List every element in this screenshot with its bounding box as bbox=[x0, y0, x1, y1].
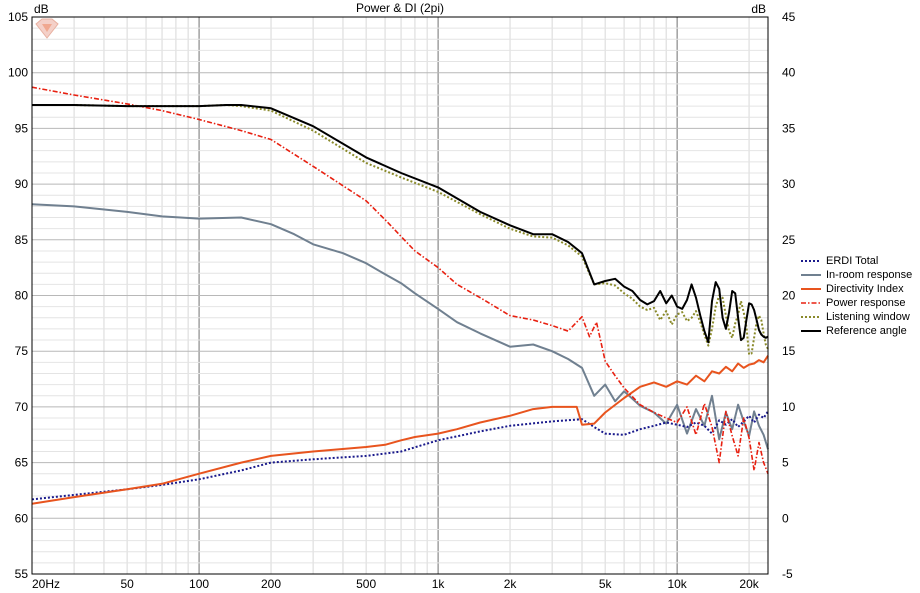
y-tick-label-left: 70 bbox=[15, 400, 29, 414]
x-tick-label: 10k bbox=[667, 577, 687, 591]
legend-label: Directivity Index bbox=[826, 283, 904, 295]
y-tick-label-left: 60 bbox=[15, 511, 29, 525]
y-tick-label-right: -5 bbox=[782, 567, 793, 581]
y-tick-label-left: 65 bbox=[15, 456, 29, 470]
series-layer bbox=[31, 86, 769, 505]
y-tick-label-left: 75 bbox=[15, 344, 29, 358]
legend-label: Reference angle bbox=[826, 325, 907, 337]
series-line-listening-window bbox=[32, 104, 769, 356]
y-tick-label-left: 90 bbox=[15, 177, 29, 191]
y-tick-label-right: 35 bbox=[782, 121, 796, 135]
series-line-erdi-total bbox=[31, 410, 769, 501]
logo-icon bbox=[35, 18, 59, 39]
legend-label: Power response bbox=[826, 297, 906, 309]
y-tick-label-right: 5 bbox=[782, 456, 789, 470]
x-tick-label: 20Hz bbox=[32, 577, 60, 591]
legend-item: Reference angle bbox=[800, 324, 912, 338]
x-tick-label: 20k bbox=[739, 577, 759, 591]
legend-swatch bbox=[800, 256, 822, 266]
y-tick-label-left: 105 bbox=[8, 10, 28, 24]
y-tick-label-left: 55 bbox=[15, 567, 29, 581]
x-tick-label: 50 bbox=[120, 577, 134, 591]
plot-frame bbox=[31, 16, 769, 575]
legend-swatch bbox=[800, 326, 822, 336]
y-tick-label-left: 85 bbox=[15, 233, 29, 247]
x-tick-label: 5k bbox=[599, 577, 613, 591]
legend-label: Listening window bbox=[826, 311, 910, 323]
legend-swatch bbox=[800, 298, 822, 308]
y-tick-label-right: 20 bbox=[782, 289, 796, 303]
x-tick-label: 1k bbox=[432, 577, 446, 591]
legend-item: In-room response bbox=[800, 268, 912, 282]
axes: 20Hz 50 100 200 500 1k 2k 5k 10k 20k5560657075808… bbox=[8, 10, 796, 591]
x-tick-label: 500 bbox=[356, 577, 376, 591]
legend-label: In-room response bbox=[826, 269, 913, 281]
x-tick-label: 200 bbox=[261, 577, 281, 591]
grid bbox=[31, 16, 768, 575]
legend-item: Directivity Index bbox=[800, 282, 912, 296]
legend-swatch bbox=[800, 270, 822, 280]
legend-item: Power response bbox=[800, 296, 912, 310]
legend-swatch bbox=[800, 284, 822, 294]
y-tick-label-right: 25 bbox=[782, 233, 796, 247]
legend-item: ERDI Total bbox=[800, 254, 912, 268]
legend-swatch bbox=[800, 312, 822, 322]
y-tick-label-right: 45 bbox=[782, 10, 796, 24]
y-axis-left-label: dB bbox=[34, 2, 49, 16]
chart-title: Power & DI (2pi) bbox=[356, 1, 444, 15]
x-tick-label: 2k bbox=[504, 577, 518, 591]
y-tick-label-left: 100 bbox=[8, 66, 28, 80]
y-tick-label-right: 40 bbox=[782, 66, 796, 80]
legend-label: ERDI Total bbox=[826, 255, 879, 267]
legend: ERDI Total In-room response Directivity In… bbox=[800, 254, 912, 338]
series-line-power-response bbox=[31, 86, 769, 474]
y-tick-label-right: 30 bbox=[782, 177, 796, 191]
y-tick-label-left: 80 bbox=[15, 289, 29, 303]
y-tick-label-left: 95 bbox=[15, 121, 29, 135]
y-axis-right-label: dB bbox=[751, 2, 766, 16]
x-tick-label: 100 bbox=[189, 577, 209, 591]
series-line-reference-angle bbox=[32, 104, 769, 344]
legend-item: Listening window bbox=[800, 310, 912, 324]
y-tick-label-right: 0 bbox=[782, 511, 789, 525]
series-line-directivity-index bbox=[31, 355, 769, 505]
y-tick-label-right: 10 bbox=[782, 400, 796, 414]
y-tick-label-right: 15 bbox=[782, 344, 796, 358]
series-line-in-room-response bbox=[31, 203, 769, 450]
